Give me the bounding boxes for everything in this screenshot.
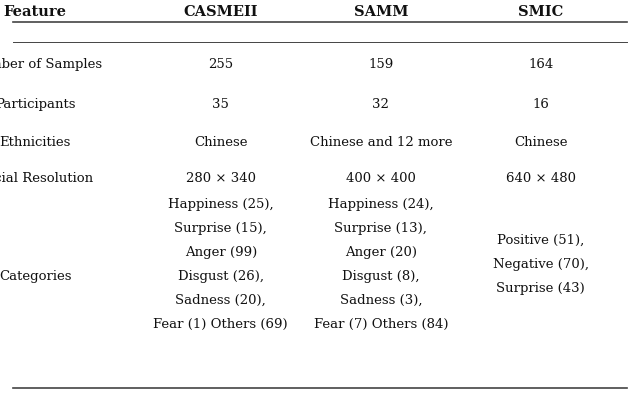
Text: Number of Samples: Number of Samples	[0, 58, 102, 71]
Text: Fear (7) Others (84): Fear (7) Others (84)	[314, 318, 448, 331]
Text: Happiness (25),: Happiness (25),	[168, 198, 274, 211]
Text: Disgust (8),: Disgust (8),	[342, 270, 420, 283]
Text: Anger (20): Anger (20)	[345, 246, 417, 259]
Text: Surprise (13),: Surprise (13),	[334, 222, 428, 235]
Text: Participants: Participants	[0, 98, 76, 111]
Text: Facial Resolution: Facial Resolution	[0, 172, 93, 185]
Text: 400 × 400: 400 × 400	[346, 172, 416, 185]
Text: Categories: Categories	[0, 270, 72, 283]
Text: Anger (99): Anger (99)	[185, 246, 257, 259]
Text: Surprise (15),: Surprise (15),	[175, 222, 267, 235]
Text: 16: 16	[532, 98, 549, 111]
Text: Sadness (20),: Sadness (20),	[175, 294, 266, 307]
Text: SAMM: SAMM	[353, 5, 408, 19]
Text: SMIC: SMIC	[518, 5, 563, 19]
Text: Sadness (3),: Sadness (3),	[340, 294, 422, 307]
Text: Chinese: Chinese	[514, 136, 568, 149]
Text: Negative (70),: Negative (70),	[493, 258, 589, 271]
Text: Ethnicities: Ethnicities	[0, 136, 71, 149]
Text: CASMEII: CASMEII	[184, 5, 258, 19]
Text: Fear (1) Others (69): Fear (1) Others (69)	[154, 318, 288, 331]
Text: Surprise (43): Surprise (43)	[497, 282, 585, 295]
Text: Positive (51),: Positive (51),	[497, 234, 584, 247]
Text: 35: 35	[212, 98, 229, 111]
Text: 159: 159	[368, 58, 394, 71]
Text: 32: 32	[372, 98, 389, 111]
Text: 164: 164	[528, 58, 554, 71]
Text: 640 × 480: 640 × 480	[506, 172, 576, 185]
Text: Chinese and 12 more: Chinese and 12 more	[310, 136, 452, 149]
Text: Feature: Feature	[4, 5, 67, 19]
Text: 280 × 340: 280 × 340	[186, 172, 256, 185]
Text: 255: 255	[208, 58, 234, 71]
Text: Disgust (26),: Disgust (26),	[178, 270, 264, 283]
Text: Chinese: Chinese	[194, 136, 248, 149]
Text: Happiness (24),: Happiness (24),	[328, 198, 434, 211]
